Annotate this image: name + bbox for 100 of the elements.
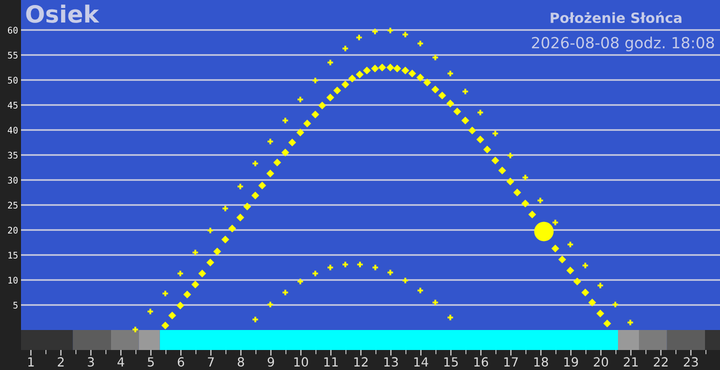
point [603, 320, 612, 328]
point [573, 278, 582, 286]
x-tick-label: 20 [594, 357, 608, 367]
point [513, 188, 522, 196]
x-tick-label: 10 [294, 357, 308, 367]
point [357, 262, 363, 268]
point [318, 102, 326, 110]
x-tick-label: 17 [504, 357, 518, 366]
x-tick-label: 22 [654, 357, 668, 366]
point [303, 120, 312, 128]
point [508, 152, 514, 158]
y-tick-label: 10 [8, 276, 18, 284]
point [461, 116, 470, 124]
point [506, 178, 514, 186]
annotation: 2026-08-08 godz. 18:08 [532, 36, 714, 52]
point [258, 182, 266, 190]
point [281, 148, 290, 156]
point [282, 118, 288, 124]
point [236, 214, 244, 222]
y-tick-label: 30 [8, 176, 18, 184]
point [378, 64, 386, 72]
x-tick-label: 14 [414, 357, 428, 366]
point [416, 74, 424, 82]
y-tick-label: 20 [8, 226, 18, 234]
point [408, 70, 416, 78]
point [438, 92, 446, 100]
point [552, 220, 558, 226]
point [282, 290, 288, 296]
point [268, 138, 274, 144]
point [423, 78, 432, 86]
point [328, 60, 334, 66]
point [176, 302, 184, 310]
x-tick-label: 4 [118, 357, 124, 366]
x-tick-label: 3 [88, 357, 94, 367]
x-tick-label: 12 [354, 357, 368, 366]
point [206, 258, 214, 266]
y-tick-label: 40 [8, 126, 18, 134]
point [312, 270, 318, 276]
point [251, 192, 260, 200]
point [402, 32, 408, 38]
point [132, 326, 138, 332]
y-tick-label: 45 [8, 102, 18, 109]
point [298, 96, 304, 102]
point [483, 146, 492, 154]
y-tick-label: 60 [8, 26, 18, 34]
point [312, 78, 318, 84]
point [386, 64, 394, 72]
point [228, 224, 236, 232]
point [341, 80, 350, 88]
point [522, 174, 528, 180]
point [448, 314, 454, 320]
point [298, 278, 304, 284]
point [558, 256, 566, 264]
point [432, 54, 438, 60]
point [432, 300, 438, 306]
point [491, 156, 500, 164]
point [372, 264, 378, 270]
point [551, 244, 560, 252]
point [191, 280, 200, 288]
point [596, 310, 604, 318]
point [498, 166, 506, 174]
point [178, 270, 184, 276]
point [221, 236, 230, 244]
point [448, 70, 454, 76]
point [598, 282, 604, 288]
point [213, 248, 222, 256]
point [252, 160, 258, 166]
point [198, 270, 206, 278]
point [326, 94, 334, 102]
y-tick-label: 55 [8, 52, 18, 59]
point [388, 28, 394, 34]
point [476, 136, 484, 144]
point [492, 130, 498, 136]
x-tick-label: 19 [564, 357, 578, 367]
point [401, 66, 410, 74]
x-tick-label: 21 [624, 357, 638, 366]
point [268, 302, 274, 308]
point [252, 316, 258, 322]
point [581, 288, 590, 296]
point [238, 184, 244, 190]
point [333, 86, 342, 94]
point [328, 264, 334, 270]
point [148, 308, 154, 314]
point [162, 290, 168, 296]
point [462, 88, 468, 94]
x-tick-label: 15 [444, 357, 458, 367]
point [628, 320, 634, 326]
point [266, 170, 274, 178]
point [356, 70, 364, 78]
y-tick-label: 35 [8, 152, 18, 159]
x-tick-label: 9 [268, 357, 274, 367]
point [356, 34, 362, 40]
x-tick-label: 7 [208, 357, 214, 366]
point [342, 46, 348, 52]
x-tick-label: 16 [474, 357, 488, 367]
point [418, 288, 424, 294]
x-tick-label: 1 [28, 357, 34, 366]
x-tick-label: 13 [384, 357, 398, 367]
x-tick-label: 8 [238, 357, 244, 367]
chart-title: Osiek [26, 4, 100, 23]
